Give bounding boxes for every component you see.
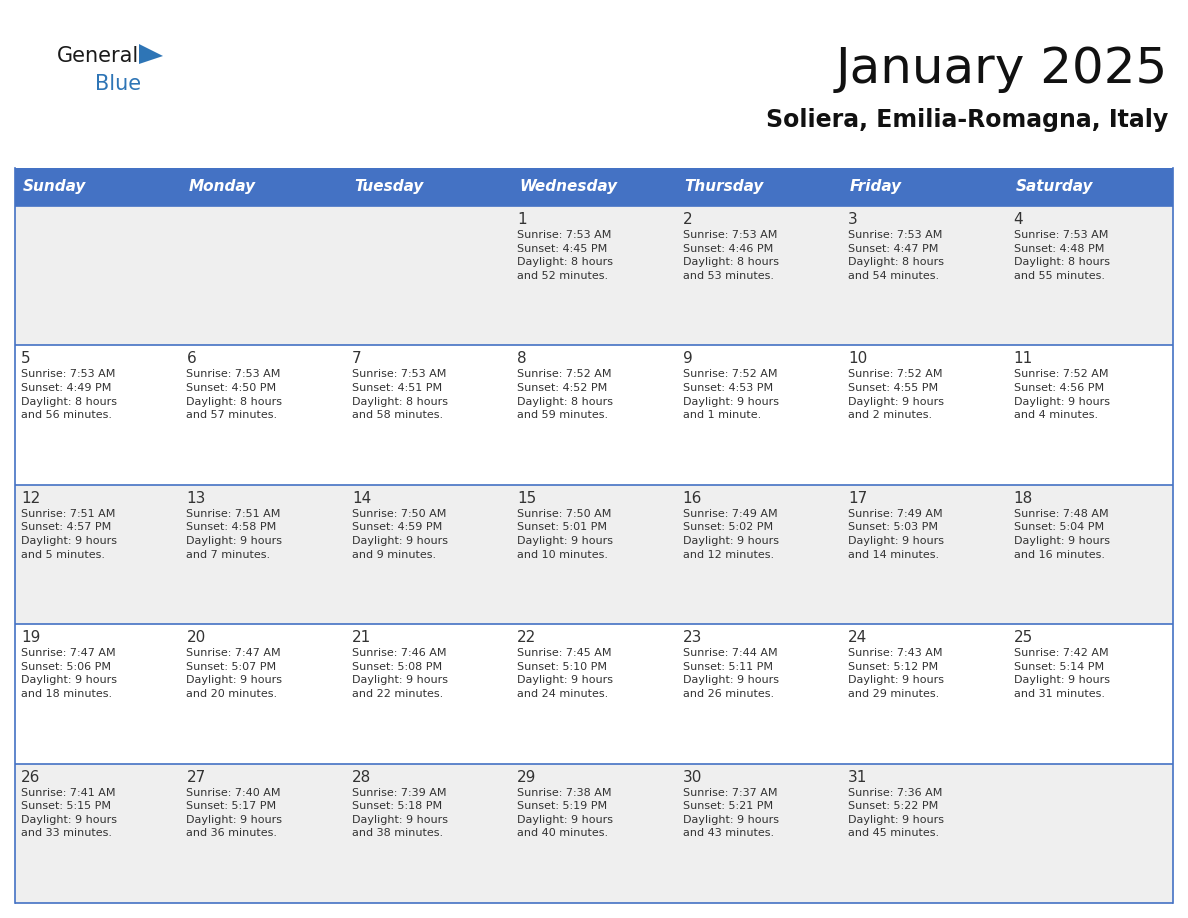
Bar bbox=[15, 345, 1173, 485]
Text: 10: 10 bbox=[848, 352, 867, 366]
Text: Sunrise: 7:41 AM
Sunset: 5:15 PM
Daylight: 9 hours
and 33 minutes.: Sunrise: 7:41 AM Sunset: 5:15 PM Dayligh… bbox=[21, 788, 116, 838]
Text: Sunrise: 7:43 AM
Sunset: 5:12 PM
Daylight: 9 hours
and 29 minutes.: Sunrise: 7:43 AM Sunset: 5:12 PM Dayligh… bbox=[848, 648, 944, 699]
Text: 19: 19 bbox=[21, 630, 40, 645]
Text: Sunrise: 7:40 AM
Sunset: 5:17 PM
Daylight: 9 hours
and 36 minutes.: Sunrise: 7:40 AM Sunset: 5:17 PM Dayligh… bbox=[187, 788, 283, 838]
Text: 4: 4 bbox=[1013, 212, 1023, 227]
Text: Wednesday: Wednesday bbox=[519, 180, 618, 195]
Text: 21: 21 bbox=[352, 630, 371, 645]
Text: General: General bbox=[57, 46, 139, 66]
Text: 23: 23 bbox=[683, 630, 702, 645]
Text: Tuesday: Tuesday bbox=[354, 180, 423, 195]
Text: 24: 24 bbox=[848, 630, 867, 645]
Text: 16: 16 bbox=[683, 491, 702, 506]
Text: Sunrise: 7:51 AM
Sunset: 4:58 PM
Daylight: 9 hours
and 7 minutes.: Sunrise: 7:51 AM Sunset: 4:58 PM Dayligh… bbox=[187, 509, 283, 560]
Polygon shape bbox=[139, 44, 163, 64]
Text: Sunrise: 7:53 AM
Sunset: 4:51 PM
Daylight: 8 hours
and 58 minutes.: Sunrise: 7:53 AM Sunset: 4:51 PM Dayligh… bbox=[352, 369, 448, 420]
Text: Monday: Monday bbox=[189, 180, 255, 195]
Text: Sunrise: 7:53 AM
Sunset: 4:46 PM
Daylight: 8 hours
and 53 minutes.: Sunrise: 7:53 AM Sunset: 4:46 PM Dayligh… bbox=[683, 230, 778, 281]
Text: January 2025: January 2025 bbox=[835, 45, 1168, 93]
Text: 2: 2 bbox=[683, 212, 693, 227]
Text: Saturday: Saturday bbox=[1016, 180, 1093, 195]
Text: 3: 3 bbox=[848, 212, 858, 227]
Text: 8: 8 bbox=[517, 352, 527, 366]
Text: 29: 29 bbox=[517, 769, 537, 785]
Text: Sunday: Sunday bbox=[23, 180, 87, 195]
Text: 1: 1 bbox=[517, 212, 527, 227]
Text: 6: 6 bbox=[187, 352, 196, 366]
Text: Sunrise: 7:46 AM
Sunset: 5:08 PM
Daylight: 9 hours
and 22 minutes.: Sunrise: 7:46 AM Sunset: 5:08 PM Dayligh… bbox=[352, 648, 448, 699]
Text: Sunrise: 7:53 AM
Sunset: 4:50 PM
Daylight: 8 hours
and 57 minutes.: Sunrise: 7:53 AM Sunset: 4:50 PM Dayligh… bbox=[187, 369, 283, 420]
Text: 31: 31 bbox=[848, 769, 867, 785]
Bar bbox=[15, 485, 1173, 624]
Text: Sunrise: 7:50 AM
Sunset: 5:01 PM
Daylight: 9 hours
and 10 minutes.: Sunrise: 7:50 AM Sunset: 5:01 PM Dayligh… bbox=[517, 509, 613, 560]
Text: Sunrise: 7:53 AM
Sunset: 4:47 PM
Daylight: 8 hours
and 54 minutes.: Sunrise: 7:53 AM Sunset: 4:47 PM Dayligh… bbox=[848, 230, 944, 281]
Text: 14: 14 bbox=[352, 491, 371, 506]
Text: Sunrise: 7:47 AM
Sunset: 5:07 PM
Daylight: 9 hours
and 20 minutes.: Sunrise: 7:47 AM Sunset: 5:07 PM Dayligh… bbox=[187, 648, 283, 699]
Text: 5: 5 bbox=[21, 352, 31, 366]
Bar bbox=[15, 206, 1173, 345]
Text: 13: 13 bbox=[187, 491, 206, 506]
Text: 18: 18 bbox=[1013, 491, 1032, 506]
Text: Sunrise: 7:37 AM
Sunset: 5:21 PM
Daylight: 9 hours
and 43 minutes.: Sunrise: 7:37 AM Sunset: 5:21 PM Dayligh… bbox=[683, 788, 778, 838]
Text: Sunrise: 7:39 AM
Sunset: 5:18 PM
Daylight: 9 hours
and 38 minutes.: Sunrise: 7:39 AM Sunset: 5:18 PM Dayligh… bbox=[352, 788, 448, 838]
Bar bbox=[15, 624, 1173, 764]
Text: 11: 11 bbox=[1013, 352, 1032, 366]
Text: Thursday: Thursday bbox=[684, 180, 764, 195]
Text: Sunrise: 7:52 AM
Sunset: 4:56 PM
Daylight: 9 hours
and 4 minutes.: Sunrise: 7:52 AM Sunset: 4:56 PM Dayligh… bbox=[1013, 369, 1110, 420]
Text: Sunrise: 7:47 AM
Sunset: 5:06 PM
Daylight: 9 hours
and 18 minutes.: Sunrise: 7:47 AM Sunset: 5:06 PM Dayligh… bbox=[21, 648, 116, 699]
Text: Sunrise: 7:44 AM
Sunset: 5:11 PM
Daylight: 9 hours
and 26 minutes.: Sunrise: 7:44 AM Sunset: 5:11 PM Dayligh… bbox=[683, 648, 778, 699]
Text: 25: 25 bbox=[1013, 630, 1032, 645]
Text: Sunrise: 7:53 AM
Sunset: 4:48 PM
Daylight: 8 hours
and 55 minutes.: Sunrise: 7:53 AM Sunset: 4:48 PM Dayligh… bbox=[1013, 230, 1110, 281]
Text: Blue: Blue bbox=[95, 74, 141, 94]
Text: Sunrise: 7:53 AM
Sunset: 4:49 PM
Daylight: 8 hours
and 56 minutes.: Sunrise: 7:53 AM Sunset: 4:49 PM Dayligh… bbox=[21, 369, 116, 420]
Text: Sunrise: 7:36 AM
Sunset: 5:22 PM
Daylight: 9 hours
and 45 minutes.: Sunrise: 7:36 AM Sunset: 5:22 PM Dayligh… bbox=[848, 788, 944, 838]
Text: 27: 27 bbox=[187, 769, 206, 785]
Text: Sunrise: 7:50 AM
Sunset: 4:59 PM
Daylight: 9 hours
and 9 minutes.: Sunrise: 7:50 AM Sunset: 4:59 PM Dayligh… bbox=[352, 509, 448, 560]
Text: Sunrise: 7:52 AM
Sunset: 4:52 PM
Daylight: 8 hours
and 59 minutes.: Sunrise: 7:52 AM Sunset: 4:52 PM Dayligh… bbox=[517, 369, 613, 420]
Text: 28: 28 bbox=[352, 769, 371, 785]
Text: Sunrise: 7:49 AM
Sunset: 5:02 PM
Daylight: 9 hours
and 12 minutes.: Sunrise: 7:49 AM Sunset: 5:02 PM Dayligh… bbox=[683, 509, 778, 560]
Text: Sunrise: 7:48 AM
Sunset: 5:04 PM
Daylight: 9 hours
and 16 minutes.: Sunrise: 7:48 AM Sunset: 5:04 PM Dayligh… bbox=[1013, 509, 1110, 560]
Text: 30: 30 bbox=[683, 769, 702, 785]
Text: Sunrise: 7:38 AM
Sunset: 5:19 PM
Daylight: 9 hours
and 40 minutes.: Sunrise: 7:38 AM Sunset: 5:19 PM Dayligh… bbox=[517, 788, 613, 838]
Text: 7: 7 bbox=[352, 352, 361, 366]
Text: 9: 9 bbox=[683, 352, 693, 366]
Text: 20: 20 bbox=[187, 630, 206, 645]
Text: Sunrise: 7:45 AM
Sunset: 5:10 PM
Daylight: 9 hours
and 24 minutes.: Sunrise: 7:45 AM Sunset: 5:10 PM Dayligh… bbox=[517, 648, 613, 699]
Text: Sunrise: 7:53 AM
Sunset: 4:45 PM
Daylight: 8 hours
and 52 minutes.: Sunrise: 7:53 AM Sunset: 4:45 PM Dayligh… bbox=[517, 230, 613, 281]
Text: Sunrise: 7:52 AM
Sunset: 4:55 PM
Daylight: 9 hours
and 2 minutes.: Sunrise: 7:52 AM Sunset: 4:55 PM Dayligh… bbox=[848, 369, 944, 420]
Text: Soliera, Emilia-Romagna, Italy: Soliera, Emilia-Romagna, Italy bbox=[766, 108, 1168, 132]
Text: Sunrise: 7:49 AM
Sunset: 5:03 PM
Daylight: 9 hours
and 14 minutes.: Sunrise: 7:49 AM Sunset: 5:03 PM Dayligh… bbox=[848, 509, 944, 560]
Bar bbox=[15, 764, 1173, 903]
Text: 26: 26 bbox=[21, 769, 40, 785]
Text: 17: 17 bbox=[848, 491, 867, 506]
Text: 12: 12 bbox=[21, 491, 40, 506]
Text: Friday: Friday bbox=[851, 180, 902, 195]
Text: Sunrise: 7:52 AM
Sunset: 4:53 PM
Daylight: 9 hours
and 1 minute.: Sunrise: 7:52 AM Sunset: 4:53 PM Dayligh… bbox=[683, 369, 778, 420]
Text: Sunrise: 7:42 AM
Sunset: 5:14 PM
Daylight: 9 hours
and 31 minutes.: Sunrise: 7:42 AM Sunset: 5:14 PM Dayligh… bbox=[1013, 648, 1110, 699]
Text: 22: 22 bbox=[517, 630, 537, 645]
Bar bbox=[15, 168, 1173, 206]
Text: 15: 15 bbox=[517, 491, 537, 506]
Text: Sunrise: 7:51 AM
Sunset: 4:57 PM
Daylight: 9 hours
and 5 minutes.: Sunrise: 7:51 AM Sunset: 4:57 PM Dayligh… bbox=[21, 509, 116, 560]
